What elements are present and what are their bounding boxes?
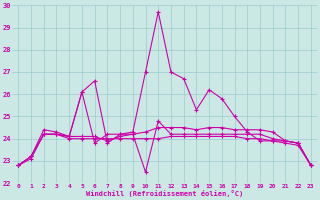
X-axis label: Windchill (Refroidissement éolien,°C): Windchill (Refroidissement éolien,°C) [86, 190, 243, 197]
